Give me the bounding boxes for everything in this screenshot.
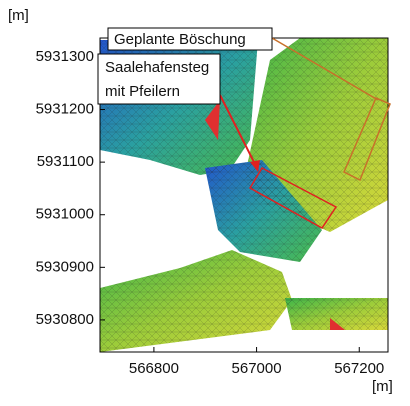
annotation: Geplante Böschung	[114, 31, 246, 48]
annotation: mit Pfeilern	[105, 83, 180, 100]
x-tick-label: 567000	[232, 360, 282, 377]
x-tick-label: 567200	[334, 360, 384, 377]
y-tick-label: 5931200	[36, 100, 94, 117]
y-tick-label: 5931000	[36, 206, 94, 223]
page: 566800 567000 567200 5930800 5930900 5931000 5…	[0, 0, 410, 406]
annotation: Saalehafensteg	[105, 59, 209, 76]
mesh-figure: 566800 567000 567200 5930800 5930900 5931000 5…	[0, 0, 410, 401]
y-tick-label: 5931300	[36, 48, 94, 65]
y-axis-unit: [m]	[8, 7, 29, 24]
y-tick-label: 5930800	[36, 311, 94, 328]
x-tick-label: 566800	[129, 360, 179, 377]
x-axis-unit: [m]	[372, 378, 393, 395]
y-tick-label: 5931100	[37, 153, 94, 170]
y-tick-label: 5930900	[36, 258, 94, 275]
